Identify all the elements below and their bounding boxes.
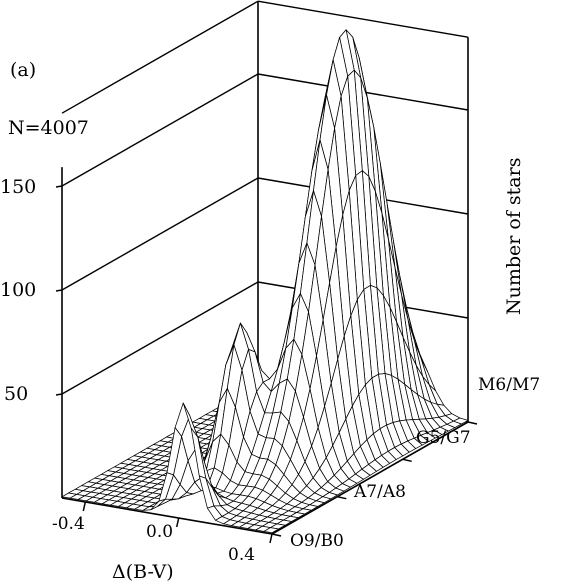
x-tick-1 [175,517,180,528]
sample-size-annotation: N=4007 [8,117,89,139]
y-tick-label-o9b0: O9/B0 [290,531,344,551]
x-tick-2 [269,533,273,544]
left-wall-gridline-1 [61,177,259,291]
left-wall-gridline-2 [61,73,259,187]
x-axis-label: Δ(B-V) [112,561,174,583]
y-tick-2 [402,458,412,463]
z-tick-label-100: 100 [0,279,36,301]
right-floor-edge [271,421,469,535]
left-wall-gridline-0 [61,281,259,395]
axis-ticks [55,185,478,544]
y-tick-label-g5g7: G5/G7 [416,428,471,448]
surface-mesh [61,29,469,534]
y-tick-label-a7a8: A7/A8 [353,482,406,502]
x-tick-0 [82,501,87,512]
y-tick-0 [271,533,282,537]
back-wall-gridline-3 [257,0,469,38]
z-tick-1 [55,289,63,292]
panel-label: (a) [10,59,36,81]
left-wall-gridline-3 [61,0,259,114]
surface-cell [263,527,279,534]
front-floor-edge [61,497,273,535]
x-tick-label-neg04: -0.4 [52,514,85,534]
y-tick-label-m6m7: M6/M7 [478,375,540,395]
z-axis-label: Number of stars [503,158,525,315]
z-tick-2 [55,185,63,188]
y-tick-1 [337,495,347,500]
z-tick-0 [55,393,63,396]
z-tick-label-50: 50 [4,383,28,405]
z-tick-label-150: 150 [0,176,36,198]
x-tick-label-00: 0.0 [146,522,173,542]
x-tick-label-04: 0.4 [228,545,255,565]
y-tick-3 [467,421,478,425]
